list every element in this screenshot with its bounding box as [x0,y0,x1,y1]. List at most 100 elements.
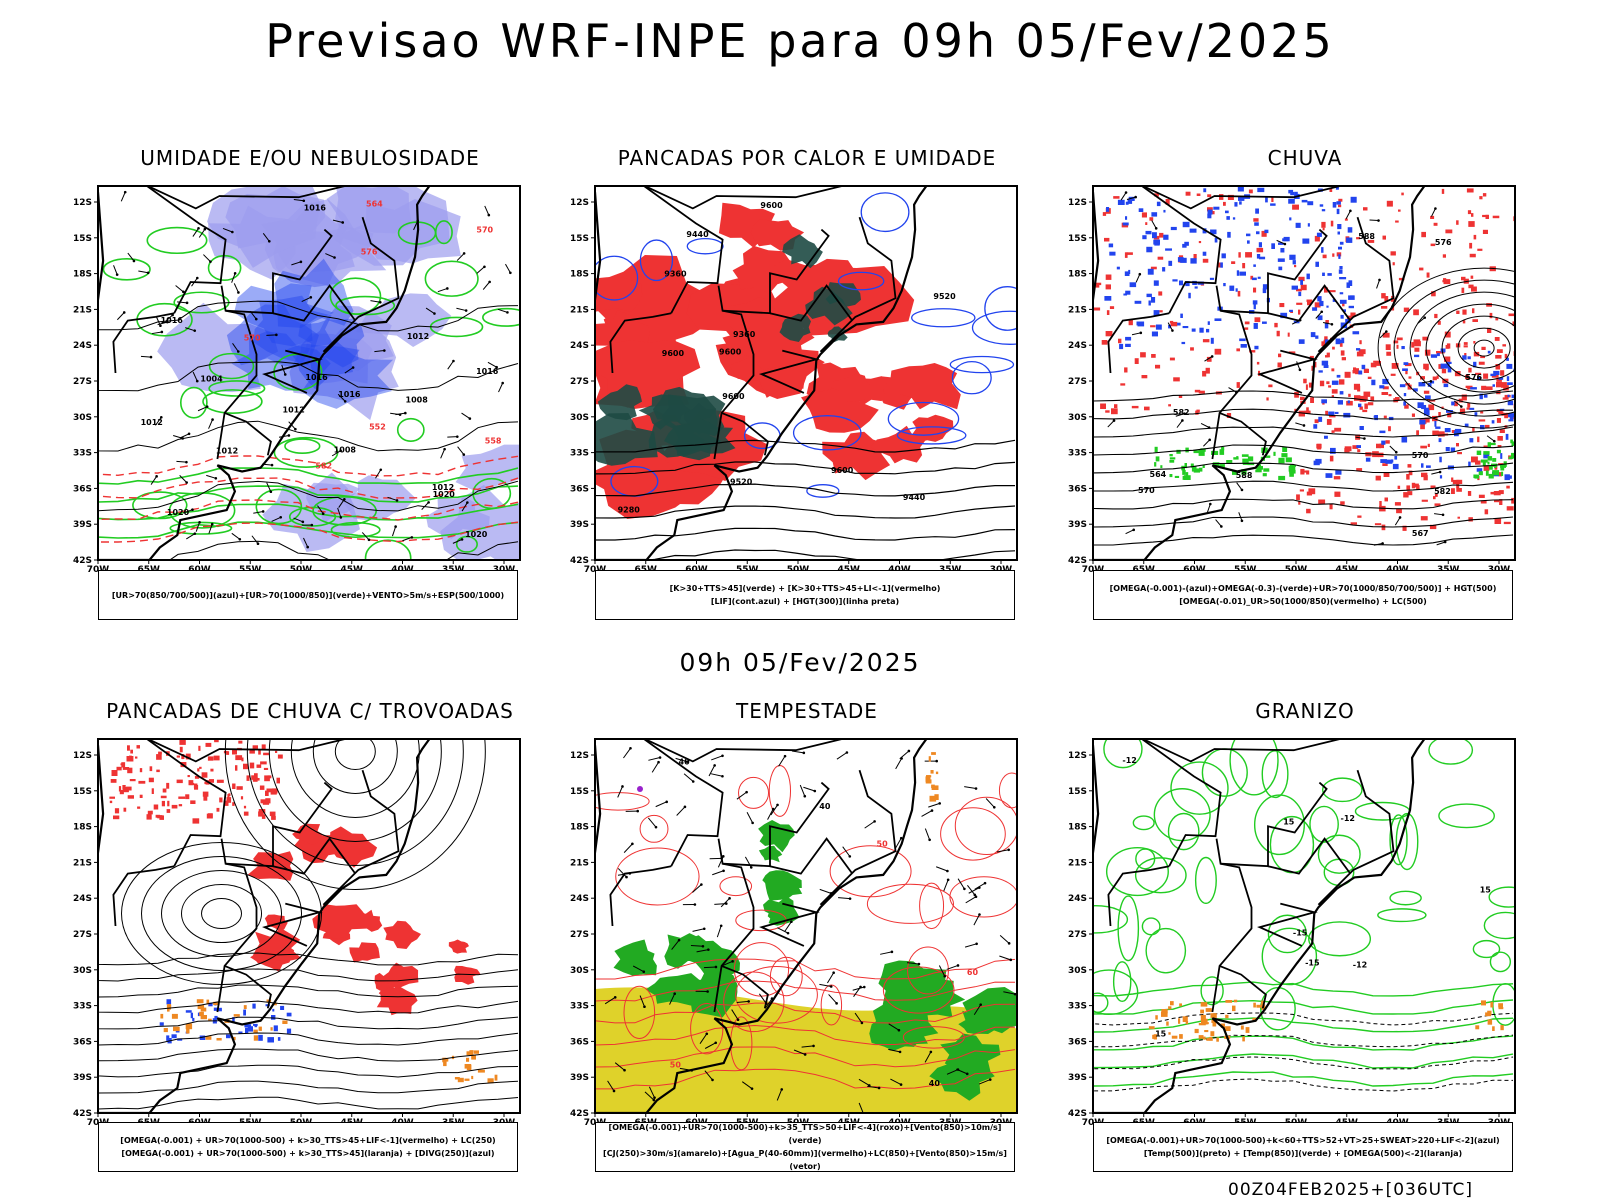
storm-orange [466,1051,474,1056]
rain-red-area [1498,472,1502,477]
wind-vector [974,882,986,890]
wind-vector [819,888,832,894]
rain-blue-area [1440,363,1448,369]
wind-vector-head [623,1068,626,1072]
rain-red-area [1395,220,1399,223]
lat-label: 24S [570,341,589,351]
storm-red-area [192,818,200,824]
wind-vector [182,509,193,514]
divergence-blue [253,1023,258,1026]
rain-red-area [1278,353,1282,358]
rain-red-area [1374,523,1382,526]
lat-label: 27S [1068,377,1087,387]
divergence-blue [208,1002,213,1007]
rain-green-area [1241,469,1247,475]
rain-red-area [1141,375,1148,379]
wind-vector [1322,321,1333,325]
rain-red-area [1173,377,1180,382]
streamline [98,1048,519,1062]
wind-vector [1355,436,1365,440]
lat-label: 21S [1068,858,1087,868]
rain-red-area [1390,251,1396,256]
rain-red-area [1338,198,1343,202]
wind-vector [1434,513,1444,516]
lat-label: 24S [1068,894,1087,904]
omega-orange [1487,1010,1492,1016]
wind-vector-head [236,350,240,353]
wind-vector [208,524,213,534]
wind-vector [332,219,343,223]
rain-red-area [1472,308,1475,314]
rain-red-area [1486,303,1492,307]
rain-blue-area [1348,280,1353,286]
rain-blue-area [1321,247,1324,253]
rain-blue-area [1462,355,1467,360]
rain-blue-area [1189,228,1197,233]
omega-orange [1242,1036,1245,1042]
rain-blue-area [1339,266,1343,270]
wind-vector [1125,529,1134,535]
wind-vector [793,1049,806,1055]
storm-red-area [209,779,214,783]
rain-blue-area [1156,201,1161,207]
rain-red-area [1238,252,1241,258]
lat-label: 39S [1068,520,1087,530]
rain-blue-area [1402,368,1408,371]
rain-red-area [1365,395,1368,401]
wind-vector-head [803,794,807,798]
rain-red-area [1095,284,1100,288]
rain-red-area [1207,207,1213,212]
rain-red-area [1324,287,1328,293]
wind-vector [708,765,716,777]
rain-red-area [1499,429,1505,433]
rain-blue-area [1483,453,1490,459]
rain-green-area [1160,465,1163,469]
rain-blue-area [1152,232,1157,239]
wind-vector-head [860,1021,864,1025]
rain-red-area [1362,409,1368,413]
rain-red-area [1338,204,1342,208]
border-line [145,739,227,867]
rain-red-area [1454,401,1458,407]
border-line [1220,228,1328,315]
contour-label: 570 [1412,451,1429,460]
rain-red-area [1506,485,1510,489]
rain-red-area [1401,192,1404,196]
omega-orange [1152,1034,1157,1039]
rain-blue-area [1324,322,1329,329]
rain-red-area [1322,227,1325,231]
wind-vector-head [780,1088,784,1091]
rain-red-area [1477,436,1480,443]
legend-line: [Temp(500)](preto) + [Temp(850)](verde) … [1143,1149,1463,1158]
rain-blue-area [1510,415,1514,421]
border-line [145,186,346,210]
wind-vector [317,505,324,515]
wind-vector [203,254,211,263]
omega-orange [1185,1021,1189,1025]
rain-red-area [1388,426,1391,432]
rain-red-area [1441,406,1444,410]
lat-label: 24S [73,341,92,351]
wind-vector-head [283,373,287,376]
rain-red-area [1150,325,1156,328]
rain-red-area [1355,368,1359,375]
wind-vector [644,1091,655,1101]
wind-vector-head [657,760,660,764]
storm-red-area [208,813,213,818]
rain-blue-area [1318,370,1323,373]
wind-vector-head [832,971,835,975]
storm-red-area [232,783,236,789]
omega-orange [1490,1001,1494,1008]
rain-red-area [1496,349,1503,353]
rain-red-area [1319,380,1325,387]
omega-orange [1179,1003,1182,1007]
storm-red-area [157,815,163,819]
contour-label: 576 [361,248,378,257]
storm-orange [445,1058,449,1062]
water-vapor-contour [623,985,656,1039]
rain-blue-area [1302,238,1310,244]
storm-red-area [147,810,151,815]
wind-vector [1151,220,1157,229]
rain-red-area [1433,222,1438,226]
divergence-blue [159,1022,164,1026]
